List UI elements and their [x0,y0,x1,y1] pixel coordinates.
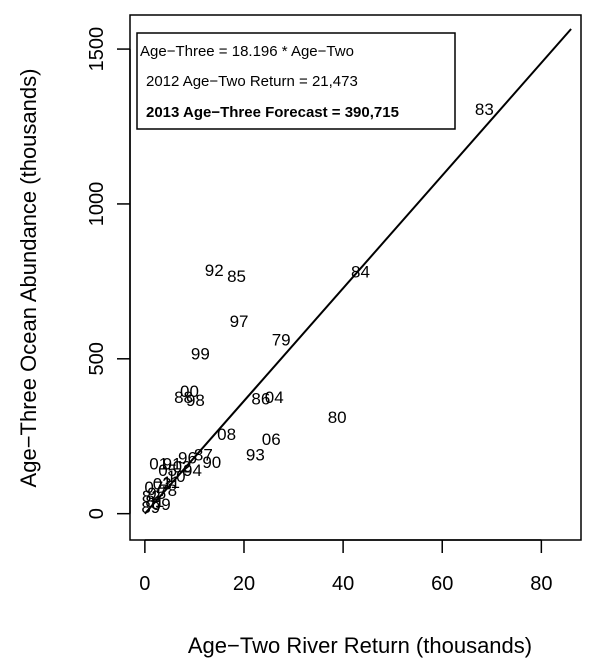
point-label: 79 [272,331,291,350]
point-label: 07 [144,478,163,497]
point-label: 78 [158,481,177,500]
point-label: 04 [265,388,284,407]
point-label: 09 [152,495,171,514]
point-label: 85 [227,267,246,286]
legend: Age−Three = 18.196 * Age−Two 2012 Age−Tw… [136,32,456,130]
point-label: 01 [149,455,168,474]
x-tick-label: 60 [431,573,453,595]
point-label: 95 [147,484,166,503]
point-label: 06 [262,430,281,449]
point-label: 99 [191,345,210,364]
point-label: 87 [194,445,213,464]
point-label: 96 [178,448,197,467]
point-label: 97 [230,312,249,331]
point-label: 05 [158,461,177,480]
regression-line [144,28,572,515]
point-label: 90 [202,453,221,472]
point-label: 03 [153,475,172,494]
point-label: 84 [351,263,370,282]
point-label: 81 [145,492,164,511]
point-label: 91 [163,455,182,474]
point-label: 00 [180,382,199,401]
legend-box [136,32,456,130]
point-label: 80 [328,408,347,427]
point-label: 94 [183,461,202,480]
point-label: 93 [246,445,265,464]
legend-age-two-return: 2012 Age−Two Return = 21,473 [146,73,358,90]
point-label: 89 [141,498,160,517]
legend-equation: Age−Three = 18.196 * Age−Two [140,43,354,60]
point-label: 86 [251,390,270,409]
point-label: 08 [217,425,236,444]
point-label: 92 [205,261,224,280]
point-label: 88 [174,388,193,407]
x-tick-label: 20 [233,573,255,595]
legend-forecast: 2013 Age−Three Forecast = 390,715 [146,104,399,121]
x-axis-title: Age−Two River Return (thousands) [188,633,532,658]
y-axis-title: Age−Three Ocean Abundance (thousands) [16,69,41,488]
point-label: 11 [162,473,180,492]
y-axis: 0 500 1000 1500 [86,27,131,519]
point-label: 82 [142,487,161,506]
y-tick-label: 500 [86,342,108,375]
x-tick-label: 80 [530,573,552,595]
point-label: 10 [167,467,186,486]
point-label: 98 [186,391,205,410]
point-label: 02 [173,458,192,477]
y-tick-label: 1000 [86,182,108,227]
x-tick-label: 0 [139,573,150,595]
x-tick-label: 40 [332,573,354,595]
y-tick-label: 1500 [86,27,108,72]
x-axis: 0 20 40 60 80 [139,539,552,595]
point-label: 83 [475,100,494,119]
y-tick-label: 0 [86,508,108,519]
